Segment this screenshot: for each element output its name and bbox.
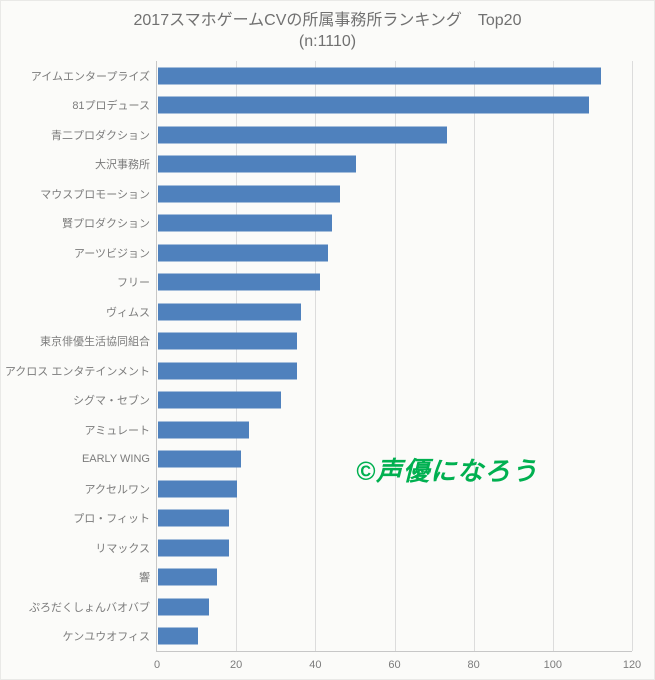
bar	[158, 97, 589, 114]
bar	[158, 628, 198, 645]
bar	[158, 185, 340, 202]
bar	[158, 244, 328, 261]
title-line2: (n:1110)	[299, 33, 356, 50]
gridline	[632, 61, 633, 651]
bar-row: 青二プロダクション	[157, 120, 632, 150]
y-category-label: マウスプロモーション	[40, 186, 150, 202]
bar	[158, 598, 209, 615]
y-category-label: リマックス	[95, 540, 150, 556]
y-category-label: アクロス エンタテインメント	[5, 363, 150, 379]
y-category-label: アイムエンタープライズ	[31, 68, 150, 84]
bar	[158, 480, 237, 497]
x-tick-label: 20	[230, 659, 242, 671]
bar	[158, 156, 356, 173]
bar-row: マウスプロモーション	[157, 179, 632, 209]
bar	[158, 274, 320, 291]
y-category-label: フリー	[117, 274, 150, 290]
y-category-label: アミュレート	[84, 422, 150, 438]
y-category-label: プロ・フィット	[73, 510, 150, 526]
bar	[158, 303, 301, 320]
bar-row: 響	[157, 563, 632, 593]
bar-row: アーツビジョン	[157, 238, 632, 268]
bar-row: ケンユウオフィス	[157, 622, 632, 652]
plot-area: 020406080100120アイムエンタープライズ81プロデュース青二プロダク…	[156, 61, 632, 652]
y-category-label: 青二プロダクション	[51, 127, 150, 143]
bar-row: 81プロデュース	[157, 91, 632, 121]
chart-container: 2017スマホゲームCVの所属事務所ランキング Top20 (n:1110) 0…	[0, 0, 655, 680]
x-tick-label: 60	[388, 659, 400, 671]
bar	[158, 569, 217, 586]
bar-row: プロ・フィット	[157, 504, 632, 534]
x-tick-label: 40	[309, 659, 321, 671]
title-line1: 2017スマホゲームCVの所属事務所ランキング Top20	[134, 12, 522, 29]
watermark-text: ©声優になろう	[356, 451, 538, 488]
y-category-label: ケンユウオフィス	[63, 628, 150, 644]
bar-row: 賢プロダクション	[157, 209, 632, 239]
x-tick-label: 100	[544, 659, 562, 671]
bar	[158, 421, 249, 438]
bar	[158, 510, 229, 527]
bar-row: アイムエンタープライズ	[157, 61, 632, 91]
y-category-label: EARLY WING	[82, 453, 150, 465]
bar	[158, 451, 241, 468]
bar	[158, 333, 297, 350]
bar	[158, 67, 601, 84]
y-category-label: 響	[139, 569, 150, 585]
bar-row: 東京俳優生活協同組合	[157, 327, 632, 357]
bar	[158, 362, 297, 379]
bar	[158, 539, 229, 556]
chart-title: 2017スマホゲームCVの所属事務所ランキング Top20 (n:1110)	[1, 1, 654, 53]
bar	[158, 126, 447, 143]
bar-row: アミュレート	[157, 415, 632, 445]
y-category-label: ぷろだくしょんバオバブ	[29, 599, 150, 615]
bar-row: リマックス	[157, 533, 632, 563]
y-category-label: 東京俳優生活協同組合	[40, 333, 150, 349]
y-category-label: 81プロデュース	[72, 97, 150, 113]
y-category-label: ヴィムス	[106, 304, 150, 320]
x-tick-label: 80	[468, 659, 480, 671]
y-category-label: シグマ・セブン	[73, 392, 150, 408]
bar-row: ヴィムス	[157, 297, 632, 327]
y-category-label: アクセルワン	[85, 481, 150, 497]
x-tick-label: 0	[154, 659, 160, 671]
bar-row: アクロス エンタテインメント	[157, 356, 632, 386]
y-category-label: 大沢事務所	[95, 156, 150, 172]
bar	[158, 215, 332, 232]
bar-row: 大沢事務所	[157, 150, 632, 180]
bar	[158, 392, 281, 409]
bar-row: ぷろだくしょんバオバブ	[157, 592, 632, 622]
y-category-label: アーツビジョン	[74, 245, 150, 261]
x-tick-label: 120	[623, 659, 641, 671]
y-category-label: 賢プロダクション	[62, 215, 150, 231]
bar-row: フリー	[157, 268, 632, 298]
bar-row: シグマ・セブン	[157, 386, 632, 416]
